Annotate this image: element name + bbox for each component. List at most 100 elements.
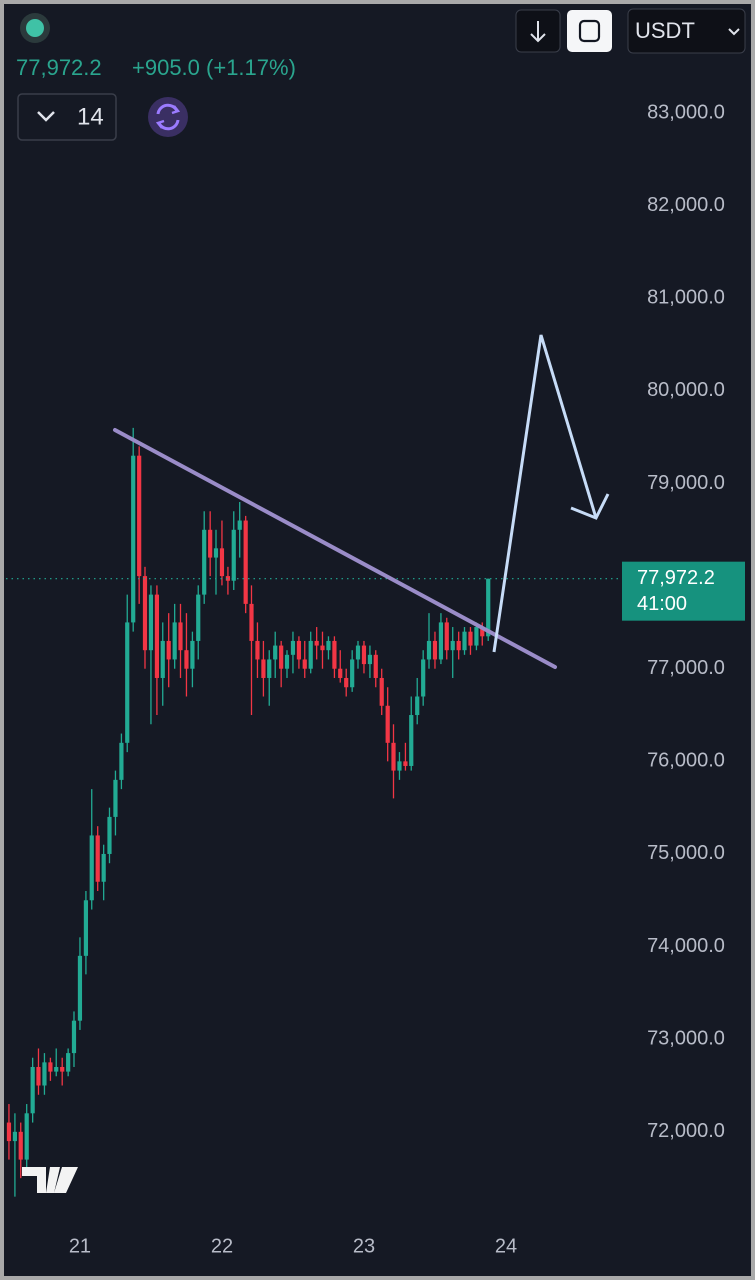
candle-body	[421, 659, 426, 697]
candle-body	[148, 594, 154, 651]
arrow-head	[570, 493, 610, 520]
candle-body	[225, 576, 231, 581]
candle-body	[379, 677, 384, 706]
candle-body	[231, 529, 236, 581]
candle-body	[237, 520, 242, 530]
logo	[22, 1167, 78, 1193]
candle-body	[391, 742, 396, 771]
candle-body	[486, 578, 491, 637]
candle-body	[137, 455, 142, 577]
candle-body	[444, 622, 449, 651]
candle-body	[350, 659, 355, 688]
y-tick-label: 79,000.0	[647, 472, 725, 494]
y-tick-label: 75,000.0	[647, 842, 725, 864]
candle-body	[95, 835, 100, 882]
currency-label: USDT	[635, 18, 695, 43]
last-price-label: 77,972.2	[637, 567, 715, 589]
y-tick-label: 76,000.0	[647, 750, 725, 772]
candle-body	[373, 654, 378, 678]
candle-body	[403, 761, 408, 766]
y-tick-label: 72,000.0	[647, 1120, 725, 1142]
candle-body	[409, 715, 414, 766]
candle-body	[432, 640, 438, 660]
y-tick-label: 80,000.0	[647, 379, 725, 401]
currency-select[interactable]	[627, 8, 746, 54]
candle-body	[367, 654, 373, 665]
fullscreen-icon	[578, 19, 601, 43]
candle-body	[119, 742, 124, 780]
candle-body	[450, 640, 455, 651]
candle-body	[18, 1131, 23, 1160]
candle-body	[474, 627, 479, 646]
status-dot	[26, 19, 44, 37]
candle-body	[160, 640, 165, 678]
select-chevron	[728, 28, 740, 36]
candle-body	[113, 779, 118, 817]
projection-arrow	[492, 334, 598, 653]
candle-body	[273, 645, 278, 660]
candle-body	[462, 631, 467, 651]
candle-body	[154, 594, 160, 678]
refresh-button[interactable]	[148, 97, 188, 137]
candle-body	[125, 622, 130, 743]
y-tick-label: 77,000.0	[647, 657, 725, 679]
header-change: +905.0 (+1.17%)	[132, 55, 296, 80]
candle-body	[6, 1122, 12, 1142]
candle-body	[142, 576, 148, 651]
y-tick-label: 74,000.0	[647, 935, 725, 957]
x-tick-label: 23	[353, 1235, 375, 1257]
candle-body	[249, 603, 254, 641]
plot-area	[6, 427, 620, 1197]
candle-body	[332, 640, 337, 669]
candle-body	[344, 677, 349, 688]
candle-body	[66, 1053, 71, 1072]
candle-body	[208, 529, 213, 558]
candle-body	[54, 1066, 59, 1072]
candle-body	[12, 1131, 18, 1142]
candle-body	[355, 645, 361, 660]
candle-body	[480, 627, 485, 637]
indicator-count: 14	[77, 103, 104, 130]
candle-body	[326, 640, 331, 651]
candle-body	[438, 622, 444, 660]
indicator-toggle[interactable]	[17, 93, 117, 141]
candle-body	[468, 631, 473, 646]
candle-body	[190, 640, 195, 669]
chevron-icon	[37, 111, 55, 122]
candle-body	[243, 520, 248, 604]
candle-body	[397, 761, 402, 771]
x-tick-label: 24	[495, 1235, 517, 1257]
refresh-arrows	[155, 105, 181, 129]
candle-body	[290, 640, 296, 655]
y-tick-label: 81,000.0	[647, 287, 725, 309]
candle-body	[320, 645, 325, 651]
candle-body	[284, 654, 290, 669]
y-tick-label: 82,000.0	[647, 194, 725, 216]
candle-body	[166, 640, 171, 660]
download-icon	[530, 21, 546, 43]
candle-body	[107, 816, 112, 854]
candle-body	[89, 835, 94, 901]
candle-body	[279, 645, 284, 669]
candle-body	[77, 955, 83, 1021]
countdown-label: 41:00	[637, 593, 687, 615]
candle-body	[71, 1020, 77, 1054]
fullscreen-button[interactable]	[567, 10, 612, 52]
candle-body	[42, 1062, 47, 1086]
candle-body	[131, 455, 136, 623]
last-price-badge	[622, 561, 745, 621]
candle-body	[415, 696, 420, 716]
candle-body	[426, 640, 432, 660]
candle-body	[48, 1062, 53, 1072]
candle-body	[30, 1066, 35, 1114]
candle-body	[213, 548, 219, 558]
chart-background	[4, 4, 751, 1276]
candle-body	[219, 548, 225, 577]
candle-body	[101, 853, 106, 882]
candle-body	[255, 640, 260, 660]
candle-body	[261, 659, 266, 678]
candle-body	[178, 622, 183, 651]
candle-body	[24, 1113, 29, 1160]
